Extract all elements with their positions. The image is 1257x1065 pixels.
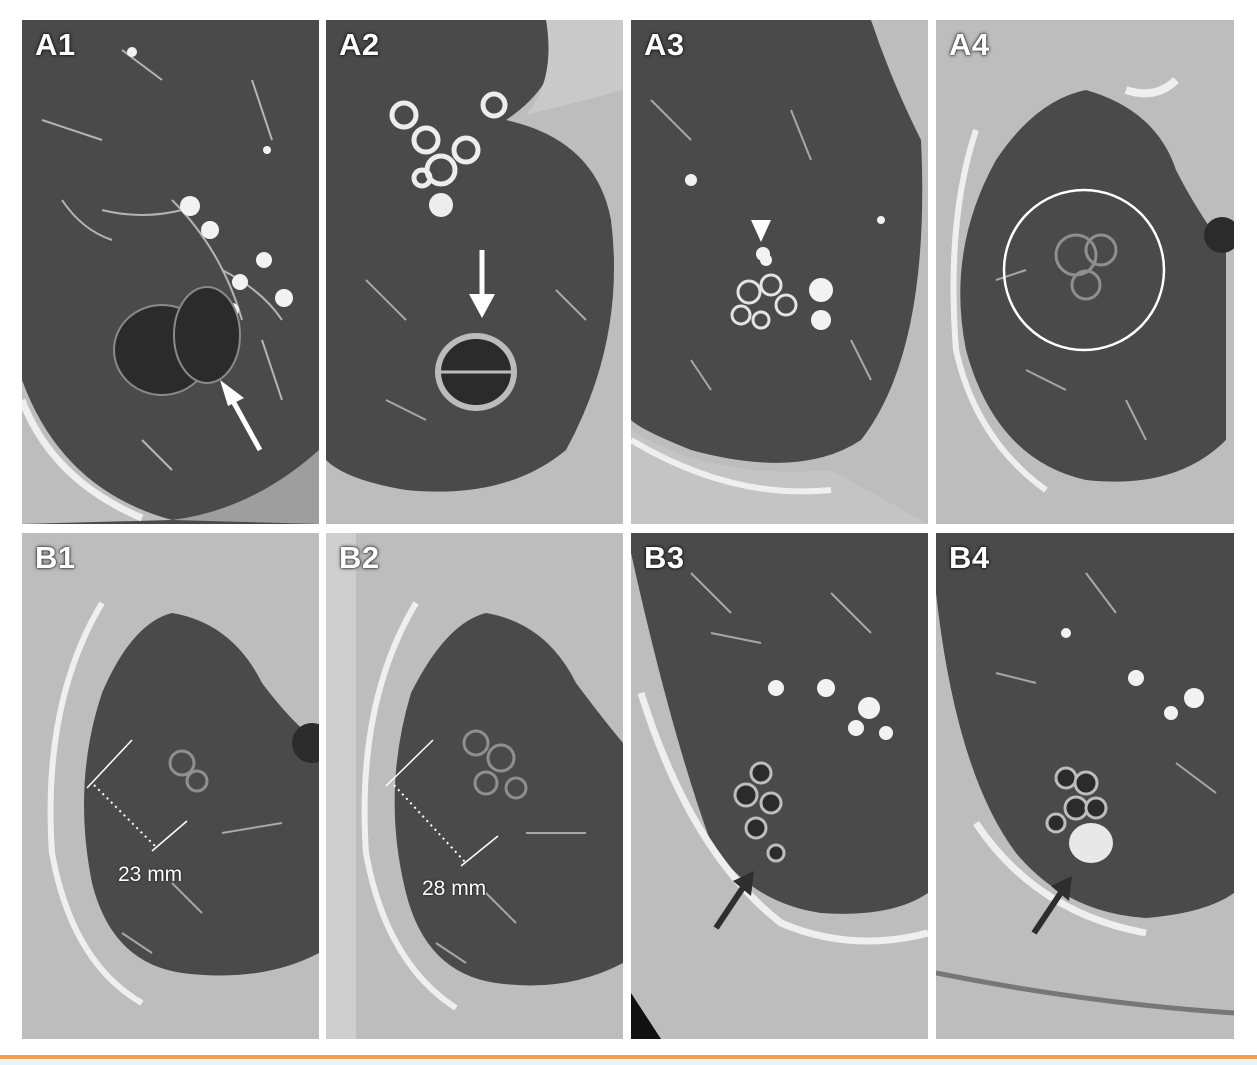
measurement-label: 28 mm [422,877,487,900]
panel-label: A1 [35,27,76,62]
panel-b4: B4 [936,533,1234,1039]
ct-image-a2 [326,20,623,524]
panel-a2: A2 [326,20,623,524]
footer-band [0,1059,1257,1065]
panel-b2: B2 28 mm [326,533,623,1039]
ct-image-a4 [936,20,1234,524]
panel-label: B4 [949,540,990,575]
ct-image-b2 [326,533,623,1039]
panel-a3: A3 [631,20,928,524]
ct-image-a3 [631,20,928,524]
measurement-label: 23 mm [118,863,183,886]
panel-label: A3 [644,27,685,62]
panel-b1: B1 23 mm [22,533,319,1039]
panel-label: B3 [644,540,685,575]
ct-image-a1 [22,20,319,524]
panel-label: B1 [35,540,76,575]
footer-rule [0,1055,1257,1059]
panel-label: B2 [339,540,380,575]
panel-b3: B3 [631,533,928,1039]
panel-label: A4 [949,27,990,62]
ct-image-b4 [936,533,1234,1039]
ct-image-b3 [631,533,928,1039]
panel-label: A2 [339,27,380,62]
panel-a1: A1 [22,20,319,524]
panel-a4: A4 [936,20,1234,524]
ct-image-b1 [22,533,319,1039]
